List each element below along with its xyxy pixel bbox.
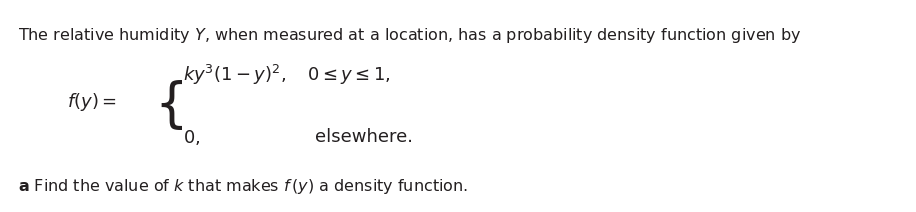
- Text: {: {: [154, 80, 188, 132]
- Text: $\mathbf{a}$ Find the value of $k$ that makes $f\,(y)$ a density function.: $\mathbf{a}$ Find the value of $k$ that …: [18, 177, 468, 196]
- Text: elsewhere.: elsewhere.: [315, 128, 413, 146]
- Text: $f(y) =$: $f(y) =$: [68, 91, 117, 113]
- Text: $ky^3(1-y)^2, \quad 0 \leq y \leq 1,$: $ky^3(1-y)^2, \quad 0 \leq y \leq 1,$: [183, 63, 391, 87]
- Text: $0,$: $0,$: [183, 128, 201, 147]
- Text: The relative humidity $Y$, when measured at a location, has a probability densit: The relative humidity $Y$, when measured…: [18, 26, 802, 46]
